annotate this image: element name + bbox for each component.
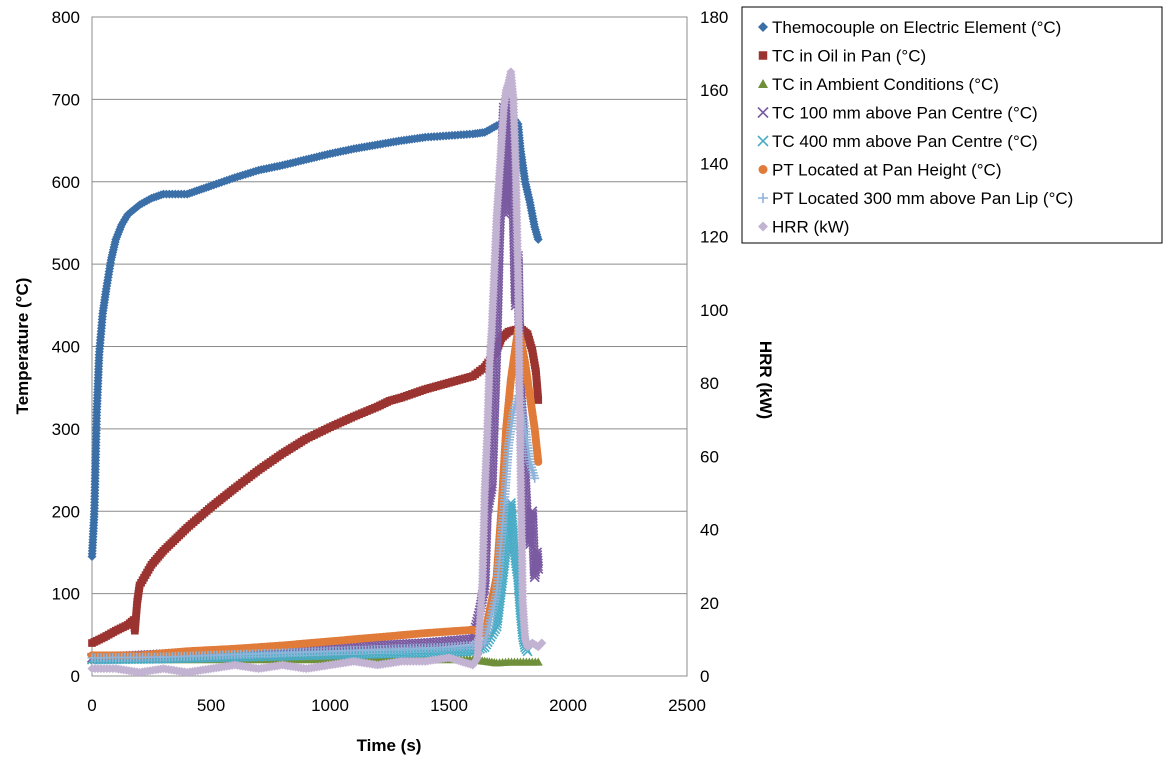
data-point	[530, 473, 540, 483]
y-axis-ticks: 0 100 200 300 400 500 600 700 800	[52, 8, 80, 686]
y-tick-label: 100	[52, 585, 80, 604]
x-axis-title: Time (s)	[357, 736, 422, 755]
data-point	[532, 561, 544, 572]
y-tick-label: 700	[52, 90, 80, 109]
data-point	[534, 396, 543, 404]
legend-item: PT Located 300 mm above Pan Lip (°C)	[758, 189, 1073, 208]
y-tick-label: 600	[52, 173, 80, 192]
x-tick-label: 2500	[668, 696, 706, 715]
plot-area-border	[91, 16, 688, 677]
legend-label: PT Located at Pan Height (°C)	[772, 161, 1002, 180]
legend-marker	[757, 135, 769, 147]
legend-label: TC in Ambient Conditions (°C)	[772, 75, 999, 94]
gridlines	[92, 98, 687, 595]
legend-label: TC 100 mm above Pan Centre (°C)	[772, 104, 1038, 123]
legend-item: TC 400 mm above Pan Centre (°C)	[757, 132, 1038, 151]
y2-tick-label: 20	[700, 594, 719, 613]
y2-tick-label: 0	[700, 667, 709, 686]
legend-marker	[758, 51, 768, 60]
x-tick-label: 2000	[549, 696, 587, 715]
legend: Themocouple on Electric Element (°C) TC i…	[741, 6, 1163, 244]
legend-marker	[758, 165, 768, 174]
legend-box	[741, 6, 1163, 244]
y2-tick-label: 140	[700, 154, 728, 173]
x-tick-label: 1500	[430, 696, 468, 715]
series-7	[87, 67, 547, 677]
legend-marker	[758, 193, 768, 203]
data-point	[537, 638, 547, 648]
legend-item: HRR (kW)	[758, 218, 849, 237]
x-tick-label: 0	[87, 696, 96, 715]
data-point	[533, 563, 544, 574]
y2-tick-label: 120	[700, 228, 728, 247]
y-axis-title: Temperature (°C)	[13, 278, 32, 415]
legend-marker	[758, 221, 768, 232]
y2-tick-label: 160	[700, 81, 728, 100]
y2-tick-label: 100	[700, 301, 728, 320]
data-point	[533, 657, 543, 666]
y2-axis-ticks: 0 20 40 60 80 100 120 140 160 180	[700, 8, 728, 686]
y2-tick-label: 180	[700, 8, 728, 27]
y-tick-label: 0	[71, 667, 80, 686]
y2-axis-title: HRR (kW)	[756, 341, 775, 419]
legend-label: TC 400 mm above Pan Centre (°C)	[772, 132, 1038, 151]
legend-marker	[758, 79, 768, 88]
data-point	[534, 457, 543, 466]
legend-marker	[758, 22, 768, 32]
data-point	[533, 234, 543, 244]
y-tick-label: 800	[52, 8, 80, 27]
y-tick-label: 500	[52, 255, 80, 274]
y2-tick-label: 80	[700, 374, 719, 393]
legend-item: TC in Oil in Pan (°C)	[758, 47, 926, 66]
legend-marker	[757, 106, 769, 119]
y-tick-label: 400	[52, 338, 80, 357]
series-6	[87, 391, 540, 663]
legend-item: Themocouple on Electric Element (°C)	[758, 18, 1061, 37]
x-axis-ticks: 0 500 1000 1500 2000 2500	[87, 696, 706, 715]
legend-label: TC in Oil in Pan (°C)	[772, 47, 926, 66]
legend-label: PT Located 300 mm above Pan Lip (°C)	[772, 189, 1073, 208]
legend-item: TC in Ambient Conditions (°C)	[758, 75, 999, 94]
x-tick-label: 1000	[311, 696, 349, 715]
legend-item: PT Located at Pan Height (°C)	[758, 161, 1002, 180]
series-layer	[86, 67, 547, 677]
y-tick-label: 200	[52, 502, 80, 521]
legend-label: Themocouple on Electric Element (°C)	[772, 18, 1061, 37]
y-tick-label: 300	[52, 420, 80, 439]
x-tick-label: 500	[197, 696, 225, 715]
y2-tick-label: 40	[700, 521, 719, 540]
legend-item: TC 100 mm above Pan Centre (°C)	[757, 104, 1038, 123]
legend-label: HRR (kW)	[772, 218, 849, 237]
y2-tick-label: 60	[700, 447, 719, 466]
